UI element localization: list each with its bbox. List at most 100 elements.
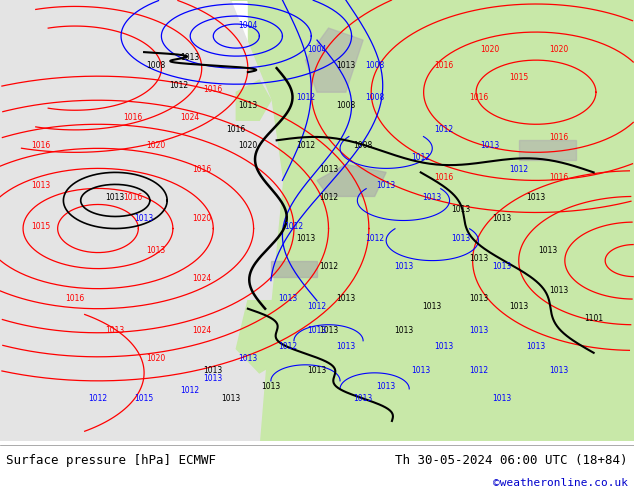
Text: 1020: 1020	[146, 354, 165, 363]
Text: 1012: 1012	[469, 366, 488, 375]
Text: Th 30-05-2024 06:00 UTC (18+84): Th 30-05-2024 06:00 UTC (18+84)	[395, 454, 628, 467]
Text: 1024: 1024	[192, 326, 211, 335]
Text: Surface pressure [hPa] ECMWF: Surface pressure [hPa] ECMWF	[6, 454, 216, 467]
Text: 1013: 1013	[106, 326, 125, 335]
Text: 1013: 1013	[394, 326, 413, 335]
Text: 1012: 1012	[411, 153, 430, 162]
Polygon shape	[317, 164, 386, 196]
Text: 1013: 1013	[451, 234, 470, 243]
Text: 1013: 1013	[106, 194, 125, 202]
Text: 1012: 1012	[181, 386, 200, 395]
Text: 1016: 1016	[123, 194, 142, 202]
Text: 1013: 1013	[336, 342, 356, 351]
Text: 1012: 1012	[169, 81, 188, 90]
Text: 1013: 1013	[278, 294, 298, 303]
Text: 1013: 1013	[296, 234, 315, 243]
Text: 1016: 1016	[227, 125, 246, 134]
Text: 1013: 1013	[538, 245, 557, 255]
Text: 1013: 1013	[526, 342, 546, 351]
Text: 1013: 1013	[469, 254, 488, 263]
Text: 1008: 1008	[365, 93, 384, 102]
Polygon shape	[271, 261, 317, 277]
Text: 1012: 1012	[319, 194, 338, 202]
Text: 1013: 1013	[550, 366, 569, 375]
Text: 1013: 1013	[30, 181, 50, 191]
Text: 1013: 1013	[469, 294, 488, 303]
Text: 1016: 1016	[204, 85, 223, 94]
Text: 1013: 1013	[492, 214, 511, 222]
Text: 1024: 1024	[181, 113, 200, 122]
Text: 1013: 1013	[377, 181, 396, 191]
Text: 1020: 1020	[550, 45, 569, 54]
Text: 1013: 1013	[354, 394, 373, 403]
Text: 1016: 1016	[192, 166, 211, 174]
Text: 1012: 1012	[307, 302, 327, 311]
Text: 1012: 1012	[296, 141, 315, 150]
Text: 1013: 1013	[204, 374, 223, 383]
Polygon shape	[231, 0, 403, 120]
Text: 1013: 1013	[550, 286, 569, 294]
Text: 1013: 1013	[238, 101, 257, 110]
Polygon shape	[236, 301, 300, 373]
Text: 1013: 1013	[423, 194, 442, 202]
Text: 1008: 1008	[365, 61, 384, 70]
Text: 1013: 1013	[411, 366, 430, 375]
Text: 1016: 1016	[30, 141, 50, 150]
Text: 1013: 1013	[526, 194, 546, 202]
Text: 1016: 1016	[65, 294, 84, 303]
Text: 1013: 1013	[423, 302, 442, 311]
Text: 1012: 1012	[319, 262, 338, 270]
Text: 1016: 1016	[434, 173, 453, 182]
Text: 1020: 1020	[192, 214, 211, 222]
Text: 1013: 1013	[261, 382, 280, 391]
Text: 1016: 1016	[469, 93, 488, 102]
Text: 1012: 1012	[278, 342, 298, 351]
Text: 1013: 1013	[492, 394, 511, 403]
Text: 1013: 1013	[204, 366, 223, 375]
Text: 1013: 1013	[134, 214, 153, 222]
Polygon shape	[236, 80, 271, 120]
Text: 1013: 1013	[307, 326, 327, 335]
Text: 1015: 1015	[134, 394, 153, 403]
Text: 1016: 1016	[550, 133, 569, 142]
Text: 1012: 1012	[285, 221, 304, 230]
Text: 1013: 1013	[394, 262, 413, 270]
Text: 1013: 1013	[336, 61, 356, 70]
Text: 1008: 1008	[354, 141, 373, 150]
Text: 1013: 1013	[451, 205, 470, 215]
Text: 1016: 1016	[434, 61, 453, 70]
Text: 1013: 1013	[509, 302, 528, 311]
Text: 1020: 1020	[146, 141, 165, 150]
Text: 1013: 1013	[469, 326, 488, 335]
Text: 1013: 1013	[238, 354, 257, 363]
Polygon shape	[248, 0, 634, 441]
Text: 1012: 1012	[365, 234, 384, 243]
Text: 1101: 1101	[584, 314, 603, 323]
Polygon shape	[519, 140, 576, 160]
Text: 1013: 1013	[181, 53, 200, 62]
Text: 1012: 1012	[88, 394, 108, 403]
Text: 1015: 1015	[509, 73, 528, 82]
Text: 1024: 1024	[192, 273, 211, 283]
Text: 1015: 1015	[30, 221, 50, 230]
Text: 1016: 1016	[550, 173, 569, 182]
Text: 1013: 1013	[221, 394, 240, 403]
Text: 1020: 1020	[238, 141, 257, 150]
Text: 1013: 1013	[434, 342, 453, 351]
Text: 1012: 1012	[509, 166, 528, 174]
Text: 1013: 1013	[319, 166, 338, 174]
Text: 1013: 1013	[307, 366, 327, 375]
Polygon shape	[306, 28, 363, 92]
Text: 1008: 1008	[146, 61, 165, 70]
Text: 1013: 1013	[146, 245, 165, 255]
Text: 1020: 1020	[481, 45, 500, 54]
Text: 1008: 1008	[336, 101, 356, 110]
Text: 1013: 1013	[492, 262, 511, 270]
Text: 1013: 1013	[377, 382, 396, 391]
Text: 1013: 1013	[319, 326, 338, 335]
Text: 1004: 1004	[238, 21, 257, 30]
Text: 1012: 1012	[434, 125, 453, 134]
Polygon shape	[0, 0, 282, 441]
Text: 1013: 1013	[336, 294, 356, 303]
Text: 1004: 1004	[307, 45, 327, 54]
